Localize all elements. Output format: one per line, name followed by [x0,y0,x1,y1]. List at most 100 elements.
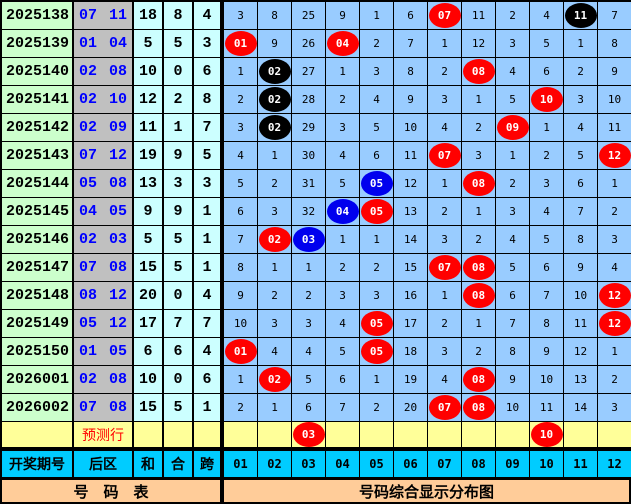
number-cell: 2 [428,58,461,85]
prediction-empty [134,422,162,447]
number-cell: 5 [564,142,597,169]
number-cell: 01 [224,338,257,365]
number-cell: 32 [292,198,325,225]
number-cell: 3 [224,2,257,29]
number-cell: 4 [360,86,393,113]
number-cell: 5 [224,170,257,197]
red-ball: 08 [462,171,495,196]
number-cell: 5 [530,226,563,253]
back-number: 04 [109,35,128,52]
header-number: 02 [258,451,291,477]
back-zone-cell: 05 12 [74,310,132,337]
number-cell: 1 [530,114,563,141]
number-cell: 28 [292,86,325,113]
number-cell: 1 [360,2,393,29]
header-number: 07 [428,451,461,477]
number-cell: 4 [598,254,631,281]
he-cell: 9 [164,142,192,169]
number-cell: 3 [360,282,393,309]
back-zone-cell: 02 03 [74,226,132,253]
back-zone-cell: 07 08 [74,394,132,421]
back-number: 05 [78,315,97,332]
back-number: 02 [78,231,97,248]
he-cell: 5 [164,394,192,421]
number-cell: 10 [564,282,597,309]
header-number: 04 [326,451,359,477]
period-cell: 2025150 [2,338,72,365]
he-cell: 5 [164,226,192,253]
red-ball: 12 [598,311,631,336]
number-cell: 29 [292,114,325,141]
number-cell: 4 [326,310,359,337]
number-cell: 6 [496,282,529,309]
number-cell: 3 [292,310,325,337]
number-cell: 2 [360,30,393,57]
number-cell: 2 [462,338,495,365]
number-cell: 1 [428,170,461,197]
number-cell: 02 [258,366,291,393]
number-cell: 8 [224,254,257,281]
red-ball: 02 [258,227,291,252]
sum-cell: 15 [134,254,162,281]
number-cell: 9 [224,282,257,309]
number-cell: 14 [394,226,427,253]
number-cell: 12 [598,282,631,309]
number-cell: 4 [530,2,563,29]
prediction-cell [564,422,597,447]
number-cell: 3 [530,170,563,197]
black-ball: 02 [258,59,291,84]
span-cell: 3 [194,170,220,197]
number-cell: 6 [394,2,427,29]
back-zone-cell: 07 12 [74,142,132,169]
number-cell: 07 [428,254,461,281]
back-number: 05 [109,343,128,360]
number-cell: 11 [394,142,427,169]
number-cell: 8 [496,338,529,365]
back-number: 08 [109,371,128,388]
span-cell: 4 [194,2,220,29]
number-cell: 3 [258,310,291,337]
he-cell: 2 [164,86,192,113]
number-cell: 07 [428,2,461,29]
period-cell: 2025146 [2,226,72,253]
number-cell: 4 [564,114,597,141]
sum-cell: 6 [134,338,162,365]
number-cell: 7 [224,226,257,253]
number-cell: 4 [496,58,529,85]
header-number: 11 [564,451,597,477]
number-cell: 9 [496,366,529,393]
number-cell: 7 [326,394,359,421]
span-cell: 8 [194,86,220,113]
back-number: 02 [78,119,97,136]
number-cell: 5 [326,338,359,365]
number-cell: 6 [530,58,563,85]
number-cell: 5 [292,366,325,393]
number-cell: 2 [530,142,563,169]
red-ball: 07 [428,143,461,168]
number-cell: 9 [394,86,427,113]
period-cell: 2025145 [2,198,72,225]
number-cell: 5 [496,86,529,113]
number-cell: 2 [428,310,461,337]
number-cell: 11 [530,394,563,421]
red-ball: 03 [292,422,325,447]
number-cell: 11 [462,2,495,29]
span-cell: 6 [194,366,220,393]
red-ball: 12 [598,143,631,168]
prediction-cell [598,422,631,447]
number-cell: 3 [326,282,359,309]
header-sum: 和 [134,451,162,477]
back-number: 07 [78,7,97,24]
number-cell: 2 [462,114,495,141]
number-cell: 4 [496,226,529,253]
back-zone-cell: 01 04 [74,30,132,57]
period-cell: 2025148 [2,282,72,309]
back-number: 07 [78,259,97,276]
number-cell: 3 [326,114,359,141]
number-cell: 6 [224,198,257,225]
number-cell: 02 [258,226,291,253]
sum-cell: 11 [134,114,162,141]
number-cell: 03 [292,226,325,253]
number-cell: 07 [428,142,461,169]
sum-cell: 12 [134,86,162,113]
